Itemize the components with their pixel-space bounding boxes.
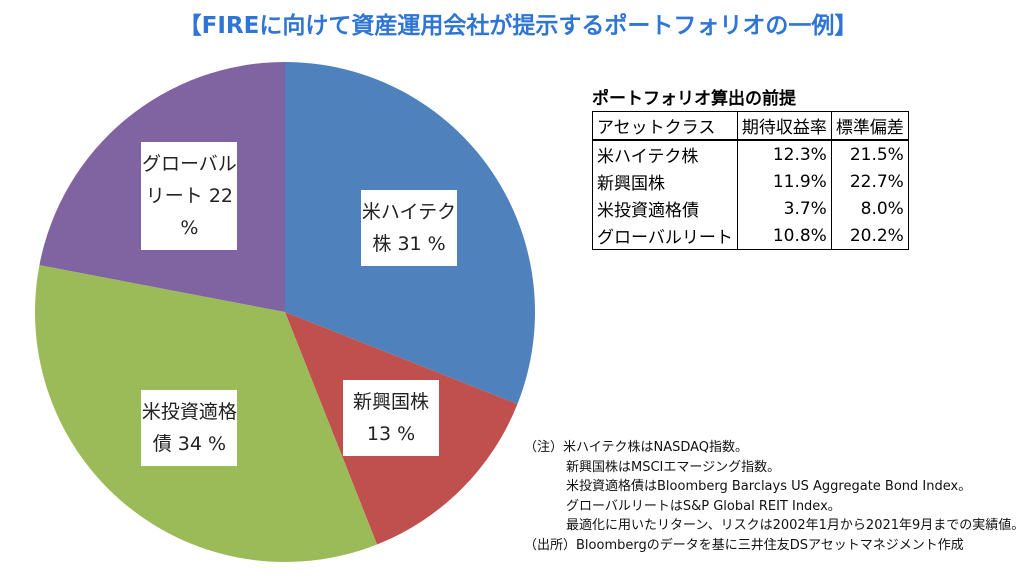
table-cell: 22.7% — [830, 168, 909, 195]
chart-title: 【FIREに向けて資産運用会社が提示するポートフォリオの一例】 — [178, 13, 858, 39]
note-line: （注）米ハイテク株はNASDAQ指数。 — [524, 440, 749, 455]
pie-chart — [34, 62, 535, 562]
header-row: アセットクラス 期待収益率 標準偏差 — [592, 111, 909, 141]
category-label: 新興国株 — [353, 391, 430, 414]
value-label: 31 % — [397, 232, 446, 255]
slice-label: 米ハイテク株 31 % — [361, 189, 458, 266]
category-label: 米投資適格債 — [141, 400, 237, 455]
value-label: 34 % — [177, 432, 227, 455]
value-label: 13 % — [366, 423, 416, 446]
table-cell: 12.3% — [736, 140, 832, 168]
table-cell: 8.0% — [830, 195, 909, 222]
table-cell: 10.8% — [736, 222, 832, 250]
table-cell: 3.7% — [736, 195, 832, 222]
slice-label: グローバルリート 22 % — [141, 142, 238, 251]
slice-label: 新興国株 13 % — [343, 380, 440, 457]
note-line: 最適化に用いたリターン、リスクは2002年1月から2021年9月までの実績値。 — [566, 518, 1025, 533]
table-cell: グローバルリート — [592, 222, 738, 250]
note-line: グローバルリートはS&P Global REIT Index。 — [566, 498, 841, 514]
table-cell: 20.2% — [830, 222, 909, 250]
table: アセットクラス 期待収益率 標準偏差 米ハイテク株 12.3% 21.5% 新興国株 11.… — [592, 111, 909, 250]
table-row: 米投資適格債 3.7% 8.0% — [592, 195, 909, 222]
table-row: 新興国株 11.9% 22.7% — [592, 168, 909, 195]
table-cell: 11.9% — [736, 168, 832, 195]
notes: （注）米ハイテク株はNASDAQ指数。新興国株はMSCIエマージング指数。米投資… — [524, 438, 1024, 555]
header-cell: 標準偏差 — [830, 111, 909, 141]
table-row: 米ハイテク株 12.3% 21.5% — [592, 140, 909, 168]
table-cell: 米ハイテク株 — [592, 140, 738, 168]
category-label: グローバルリート — [141, 153, 237, 208]
table-body: 米ハイテク株 12.3% 21.5% 新興国株 11.9% 22.7% 米投資適格債 3.7%… — [592, 140, 909, 250]
note-line: （出所）Bloombergのデータを基に三井住友DSアセットマネジメント作成 — [524, 537, 964, 553]
category-label: 米ハイテク株 — [361, 200, 457, 255]
value-label: 22 % — [180, 185, 233, 240]
assumption-table: ポートフォリオ算出の前提 アセットクラス 期待収益率 標準偏差 米ハイテク株 12.3… — [592, 84, 909, 250]
slice-label: 米投資適格債 34 % — [141, 389, 238, 466]
note-line: 新興国株はMSCIエマージング指数。 — [566, 459, 781, 475]
header-cell: 期待収益率 — [736, 111, 832, 141]
table-title: ポートフォリオ算出の前提 — [592, 89, 796, 109]
note-line: 米投資適格債はBloomberg Barclays US Aggregate B… — [566, 479, 972, 494]
header-cell: アセットクラス — [592, 111, 738, 141]
table-row: グローバルリート 10.8% 20.2% — [592, 222, 909, 250]
table-cell: 米投資適格債 — [592, 195, 738, 222]
table-cell: 新興国株 — [592, 168, 738, 195]
table-cell: 21.5% — [830, 140, 909, 168]
